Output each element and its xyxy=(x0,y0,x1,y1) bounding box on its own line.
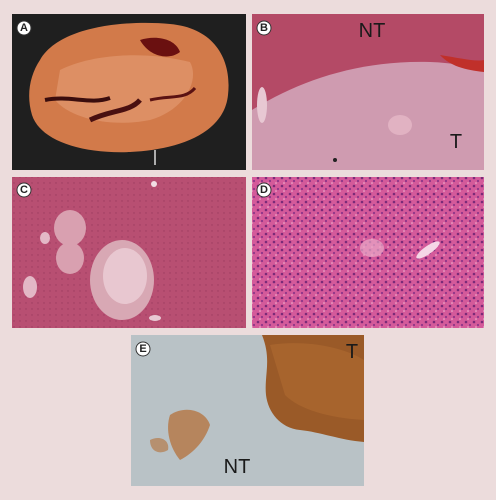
image-shape xyxy=(257,87,267,123)
image-shape xyxy=(23,276,37,298)
image-shape xyxy=(103,248,147,304)
image-shape xyxy=(88,98,142,123)
image-shape xyxy=(56,242,84,274)
image-shape xyxy=(44,96,111,103)
annotation: T xyxy=(346,341,358,363)
panel-a: A xyxy=(12,14,246,170)
image-shape xyxy=(55,55,194,123)
panel-e: E T NT xyxy=(131,335,364,486)
image-shape xyxy=(149,315,161,321)
annotation: NT xyxy=(359,20,386,42)
annotation: NT xyxy=(224,456,251,478)
image-shape xyxy=(333,158,337,162)
panel-label: E xyxy=(139,343,146,355)
image-shape xyxy=(151,181,157,187)
panel-label: D xyxy=(260,184,268,196)
image-shape xyxy=(388,115,412,135)
panel-label: A xyxy=(20,22,28,34)
image-shape xyxy=(256,20,272,36)
panel-label: B xyxy=(260,22,268,34)
image-shape xyxy=(168,409,210,460)
image-shape xyxy=(54,210,86,246)
panel-label: C xyxy=(20,184,28,196)
image-shape xyxy=(252,61,484,170)
image-shape xyxy=(360,239,384,257)
image-shape xyxy=(416,241,440,259)
image-shape xyxy=(16,20,32,36)
image-shape xyxy=(256,182,272,198)
panel-c: C xyxy=(12,177,246,328)
image-shape xyxy=(149,86,197,102)
panel-d: D xyxy=(252,177,484,328)
image-shape xyxy=(140,37,180,57)
image-shape xyxy=(135,341,151,357)
annotation: T xyxy=(450,131,462,153)
image-shape xyxy=(150,438,169,453)
panel-b: B NT T xyxy=(252,14,484,170)
image-shape xyxy=(40,232,50,244)
image-shape xyxy=(440,55,484,72)
image-shape xyxy=(16,182,32,198)
image-shape xyxy=(270,343,364,420)
